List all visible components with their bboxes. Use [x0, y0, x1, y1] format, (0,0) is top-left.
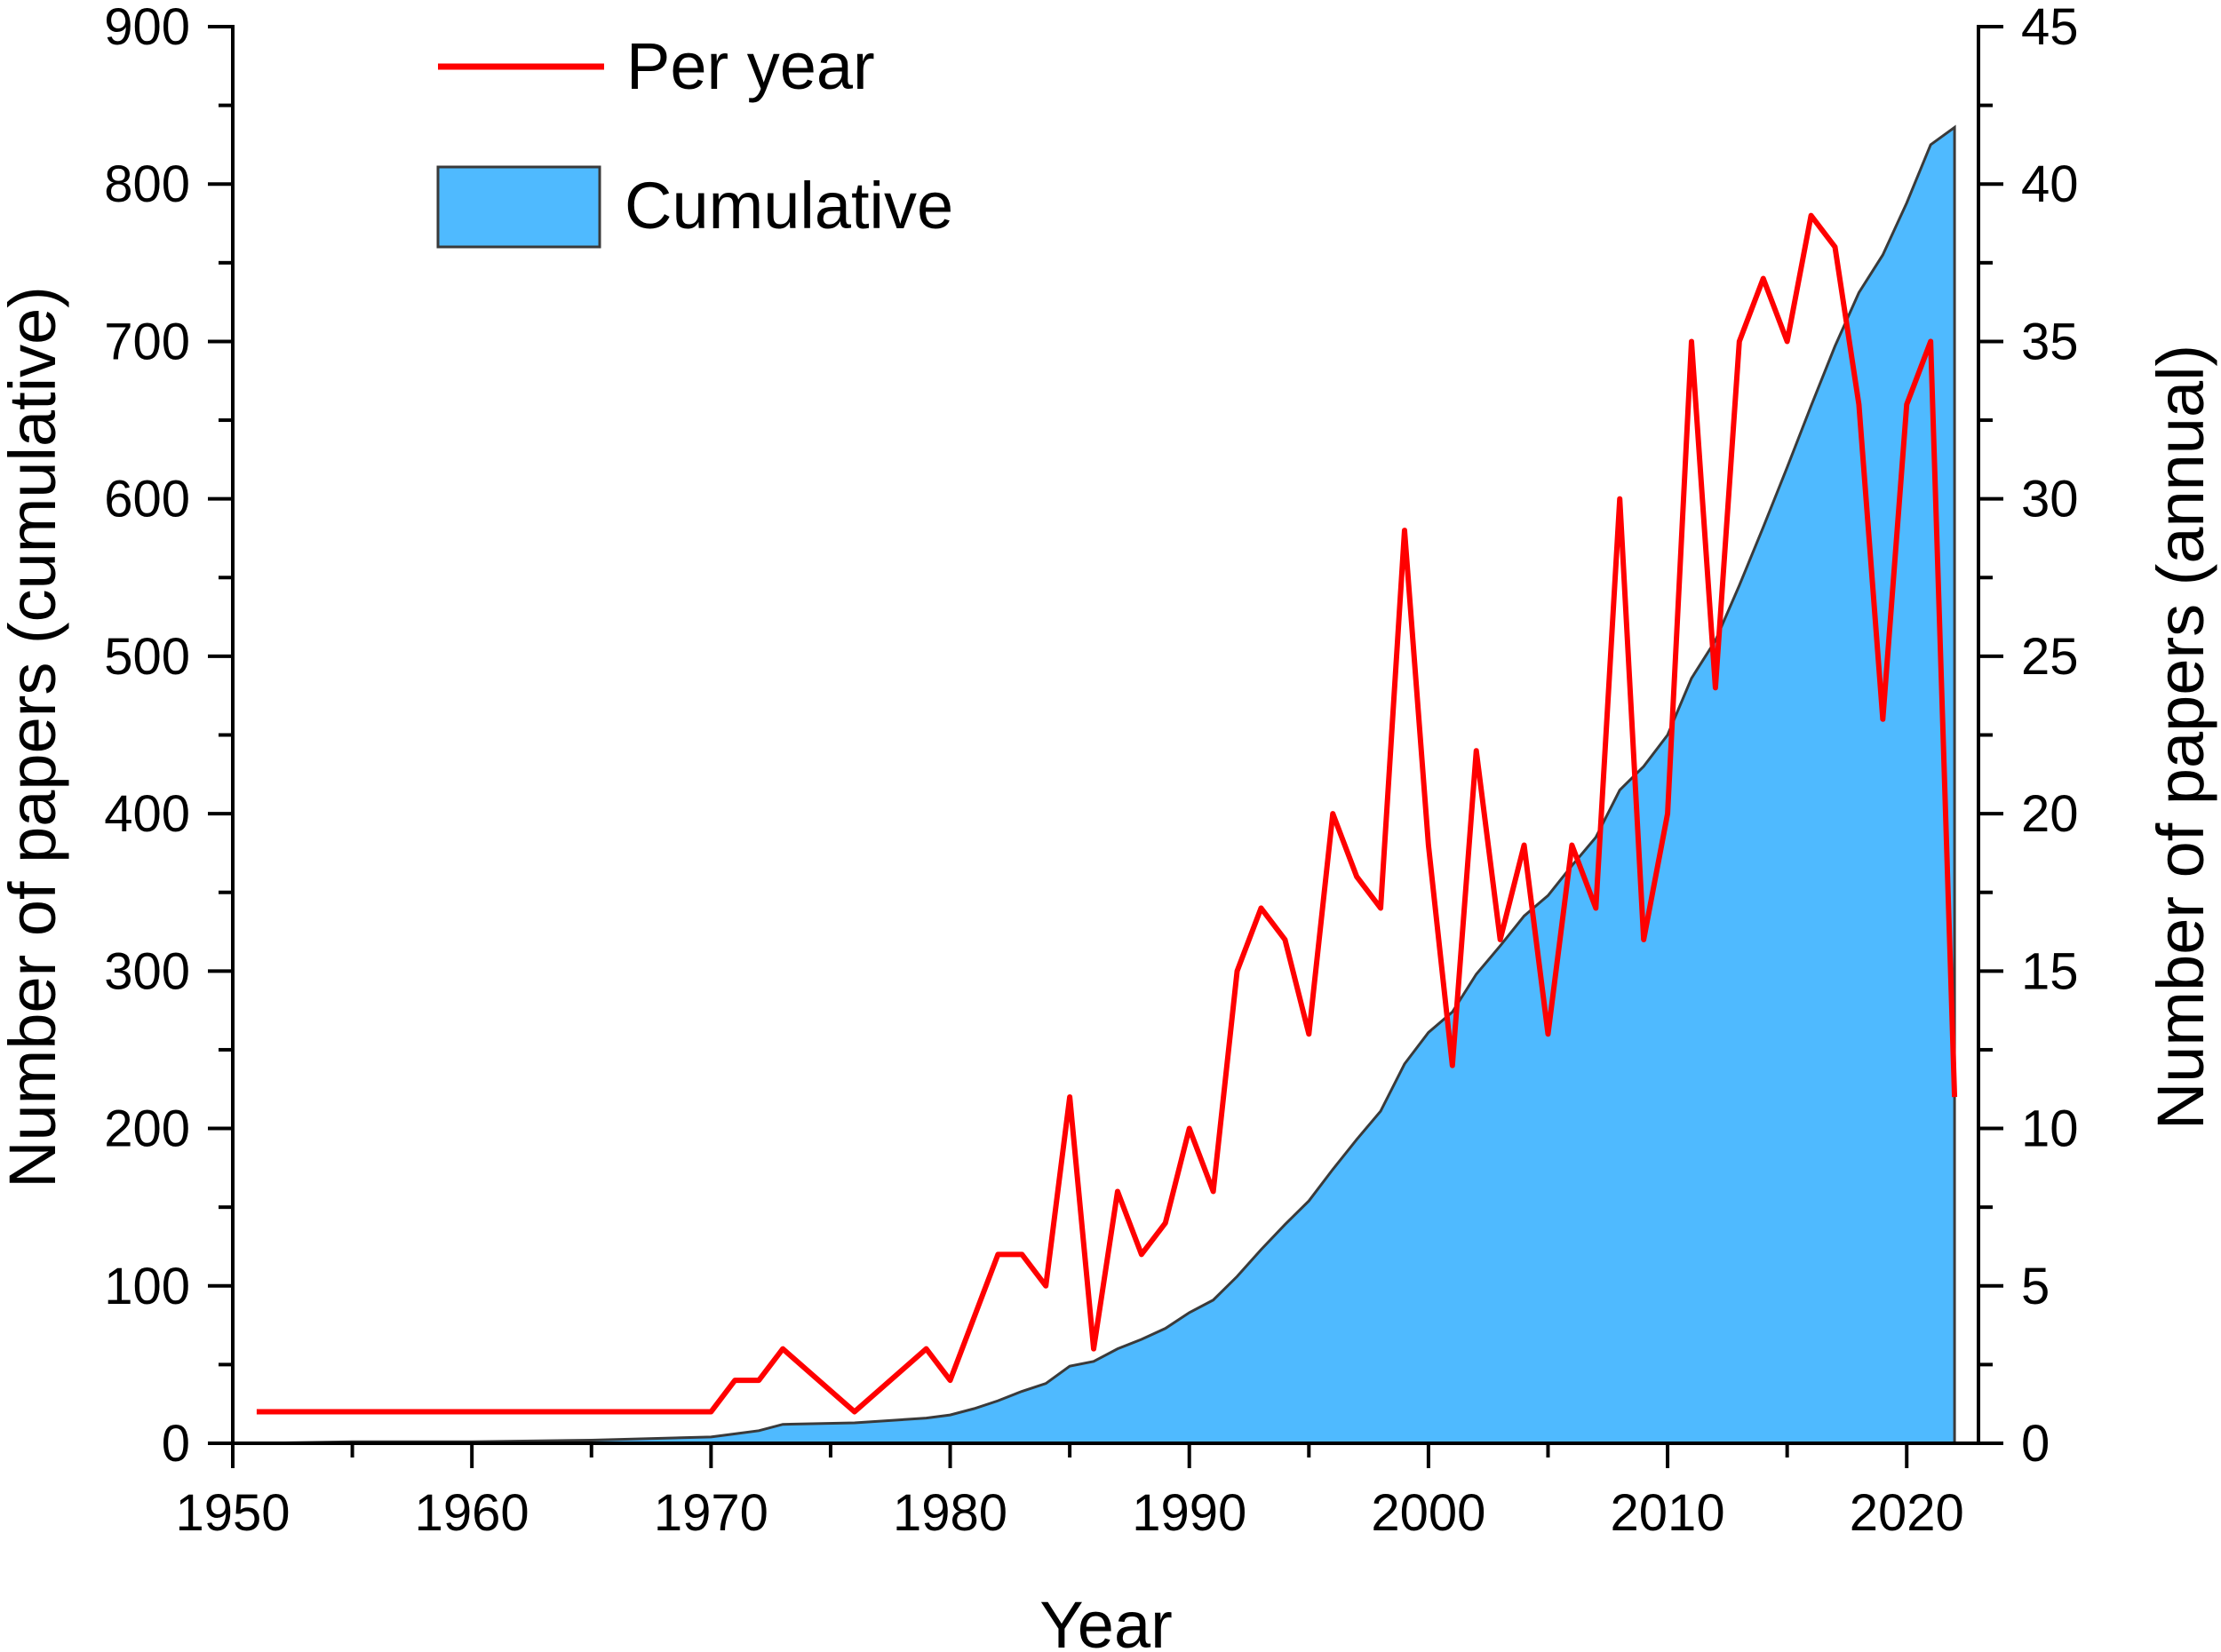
left-y-tick-label: 700 [104, 313, 190, 370]
left-y-tick-label: 500 [104, 628, 190, 686]
x-tick-label: 1980 [893, 1484, 1007, 1542]
x-tick-label: 1970 [654, 1484, 768, 1542]
left-y-tick-label: 100 [104, 1258, 190, 1315]
right-y-tick-label: 0 [2021, 1415, 2050, 1473]
right-y-axis-ticks: 0 5 10 15 20 25 30 35 40 45 [1978, 0, 2079, 1473]
x-tick-label: 2010 [1611, 1484, 1725, 1542]
right-y-tick-label: 35 [2021, 313, 2079, 370]
x-tick-label: 1950 [175, 1484, 290, 1542]
right-y-tick-label: 25 [2021, 628, 2079, 686]
left-y-tick-label: 300 [104, 942, 190, 1000]
x-axis-ticks: 1950 1960 1970 1980 1990 2000 2010 2020 [175, 1443, 1964, 1542]
x-tick-label: 2000 [1371, 1484, 1485, 1542]
per-year-line [256, 212, 1958, 1415]
cumulative-area [256, 127, 1955, 1443]
right-y-tick-label: 5 [2021, 1258, 2050, 1315]
left-y-tick-label: 800 [104, 155, 190, 213]
left-y-tick-label: 200 [104, 1100, 190, 1158]
x-axis-title: Year [1039, 1588, 1173, 1652]
right-y-tick-label: 10 [2021, 1100, 2079, 1158]
left-y-tick-label: 0 [162, 1415, 190, 1473]
left-y-tick-label: 400 [104, 785, 190, 843]
right-y-tick-label: 30 [2021, 471, 2079, 528]
right-y-tick-label: 40 [2021, 155, 2079, 213]
left-y-axis-title: Number of papers (cumulative) [0, 286, 69, 1188]
right-y-tick-label: 45 [2021, 0, 2079, 56]
legend: Per year Cumulative [436, 29, 953, 249]
right-y-tick-label: 20 [2021, 785, 2079, 843]
legend-per-year-label: Per year [626, 29, 875, 103]
legend-cumulative-label: Cumulative [625, 169, 953, 242]
left-y-tick-label: 600 [104, 471, 190, 528]
left-y-axis-ticks: 0 100 200 300 400 500 600 700 800 900 [104, 0, 233, 1473]
left-y-tick-label: 900 [104, 0, 190, 56]
right-y-axis-title: Number of papers (annual) [2144, 345, 2217, 1130]
cumulative-edge-line [256, 124, 1956, 1445]
plot-area [256, 124, 1958, 1445]
legend-cumulative-swatch [436, 165, 601, 249]
x-tick-label: 1960 [415, 1484, 529, 1542]
right-y-tick-label: 15 [2021, 942, 2079, 1000]
x-tick-label: 1990 [1132, 1484, 1246, 1542]
x-tick-label: 2020 [1850, 1484, 1964, 1542]
